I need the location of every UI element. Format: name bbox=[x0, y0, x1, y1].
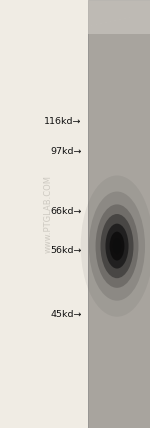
Text: 66kd→: 66kd→ bbox=[50, 207, 82, 217]
Text: 56kd→: 56kd→ bbox=[50, 246, 82, 255]
Text: 116kd→: 116kd→ bbox=[44, 117, 82, 127]
Text: 45kd→: 45kd→ bbox=[50, 310, 82, 319]
Ellipse shape bbox=[113, 238, 121, 254]
Ellipse shape bbox=[89, 191, 145, 300]
Bar bbox=[88, 0, 150, 428]
Ellipse shape bbox=[100, 214, 134, 278]
Text: 97kd→: 97kd→ bbox=[50, 147, 82, 157]
Ellipse shape bbox=[105, 223, 129, 269]
Bar bbox=[88, 0, 150, 34]
Ellipse shape bbox=[81, 175, 150, 317]
Ellipse shape bbox=[110, 232, 124, 261]
Ellipse shape bbox=[96, 205, 138, 288]
Text: www.PTGLAB.COM: www.PTGLAB.COM bbox=[44, 175, 52, 253]
